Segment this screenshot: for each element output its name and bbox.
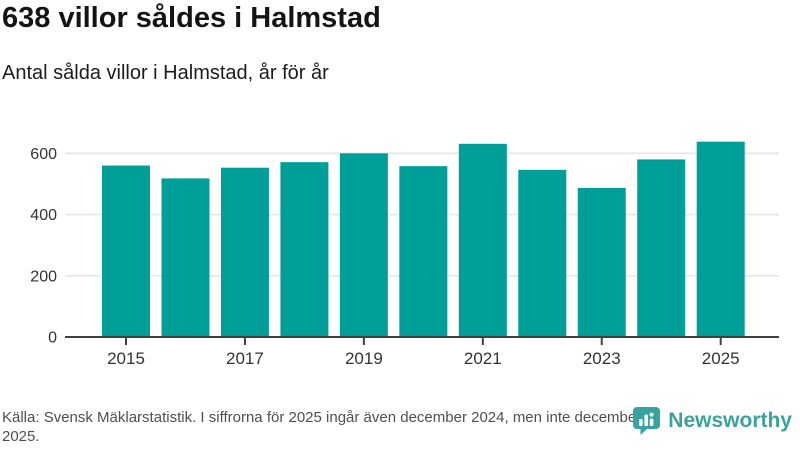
- x-tick-label-2025: 2025: [702, 349, 740, 368]
- bar-2019: [339, 153, 388, 337]
- bar-chart-svg: 0 200 400 600 2015 2017 2019 2021 2023 2025: [30, 141, 779, 368]
- y-tick-label-200: 200: [30, 268, 57, 285]
- source-note: Källa: Svensk Mäklarstatistik. I siffror…: [2, 409, 642, 445]
- bar-2020: [399, 166, 448, 337]
- bar-2024: [637, 159, 686, 337]
- page-title: 638 villor såldes i Halmstad: [2, 2, 381, 34]
- chart-subtitle: Antal sålda villor i Halmstad, år för år: [2, 62, 329, 84]
- x-tick-label-2015: 2015: [107, 349, 145, 368]
- bar-2023: [577, 187, 626, 337]
- newsworthy-wordmark: Newsworthy: [668, 408, 792, 432]
- y-tick-label-400: 400: [30, 207, 57, 224]
- bar-2025: [696, 141, 745, 337]
- footer: Källa: Svensk Mäklarstatistik. I siffror…: [0, 404, 800, 450]
- newsworthy-logo: Newsworthy: [632, 406, 792, 435]
- x-tick-label-2021: 2021: [464, 349, 502, 368]
- bar-2022: [518, 169, 567, 337]
- bar-2018: [280, 162, 329, 337]
- newsworthy-bubble-icon: [633, 407, 661, 435]
- bar-chart: 0 200 400 600 2015 2017 2019 2021 2023 2025: [0, 120, 800, 390]
- bar-2016: [161, 178, 210, 337]
- bar-2021: [458, 143, 507, 337]
- x-tick-label-2017: 2017: [226, 349, 264, 368]
- bar-2017: [220, 167, 269, 337]
- x-tick-label-2023: 2023: [583, 349, 621, 368]
- bar-2015: [102, 165, 150, 337]
- y-tick-label-600: 600: [30, 146, 57, 163]
- x-tick-label-2019: 2019: [345, 349, 383, 368]
- y-tick-label-0: 0: [48, 330, 57, 347]
